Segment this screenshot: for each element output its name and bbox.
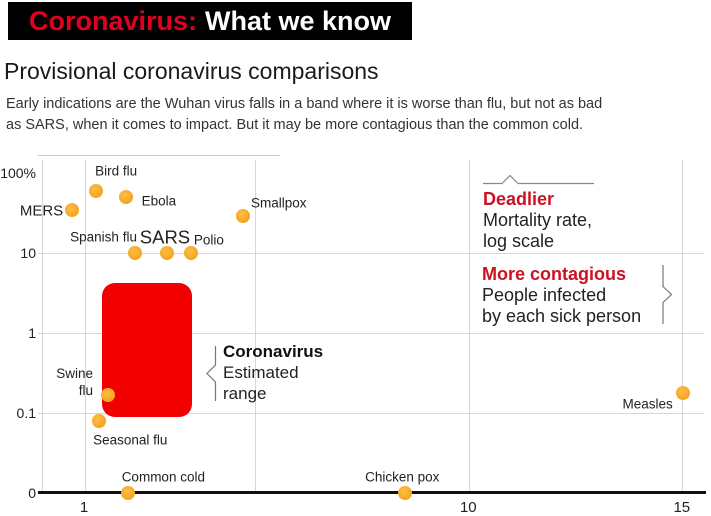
grid-line-horizontal (38, 252, 704, 254)
data-point-label: Swine flu (56, 365, 94, 398)
page-title: Provisional coronavirus comparisons (4, 58, 379, 84)
coronavirus-range-box (102, 283, 192, 417)
grid-line-vertical (468, 160, 470, 493)
data-point-dot (127, 246, 142, 260)
coronavirus-annotation: Coronavirus Estimated range (223, 341, 323, 404)
data-point-label: Spanish flu (70, 229, 137, 245)
description-line-1: Early indications are the Wuhan virus fa… (6, 96, 603, 112)
data-point-label: Ebola (141, 193, 177, 209)
y-tick-label: 0 (28, 485, 36, 501)
data-point-label: Smallpox (250, 195, 307, 211)
x-axis-line (38, 491, 706, 494)
header-brand: Coronavirus: (29, 5, 198, 36)
data-point-dot (159, 246, 174, 260)
data-point-dot (183, 246, 198, 260)
data-point-label: MERS (19, 202, 64, 220)
y-tick-label: 10 (20, 245, 36, 261)
data-point-dot (92, 413, 107, 428)
deadlier-line-2: log scale (483, 231, 555, 251)
page-description: Early indications are the Wuhan virus fa… (6, 94, 602, 136)
contagious-title: More contagious (482, 264, 627, 284)
deadlier-annotation: Deadlier Mortality rate, log scale (483, 189, 592, 252)
grid-line-vertical (41, 160, 43, 493)
coronavirus-line-2: range (223, 384, 267, 403)
data-point-dot (235, 209, 250, 223)
plot-top-border (38, 155, 280, 156)
data-point-dot (65, 203, 80, 218)
x-tick-label: 15 (673, 499, 691, 516)
data-point-label: Common cold (121, 469, 205, 485)
deadlier-bracket-icon (483, 175, 594, 185)
coronavirus-title: Coronavirus (223, 342, 324, 361)
header-bar: Coronavirus: What we know (8, 2, 413, 40)
contagious-line-2: by each sick person (482, 306, 642, 326)
grid-line-vertical (84, 160, 86, 493)
data-point-label: Bird flu (95, 163, 138, 179)
data-point-dot (675, 385, 690, 400)
contagious-annotation: More contagious People infected by each … (482, 264, 641, 327)
x-tick-label: 1 (79, 499, 89, 516)
data-point-label: SARS (139, 226, 191, 248)
coronavirus-brace-icon (206, 346, 217, 401)
grid-line-vertical (255, 160, 257, 493)
data-point-dot (101, 387, 116, 402)
data-point-label: Seasonal flu (93, 432, 168, 448)
grid-line-horizontal (38, 332, 704, 334)
grid-line-vertical (682, 160, 684, 493)
coronavirus-line-1: Estimated (223, 363, 299, 382)
data-point-dot (120, 486, 135, 500)
deadlier-line-1: Mortality rate, (483, 210, 593, 230)
header-title: What we know (205, 5, 392, 36)
x-tick-label: 10 (459, 499, 477, 516)
data-point-label: Chicken pox (365, 469, 440, 485)
contagious-line-1: People infected (482, 285, 607, 305)
y-tick-label: 1 (28, 325, 36, 341)
deadlier-title: Deadlier (483, 189, 555, 209)
grid-line-horizontal (38, 412, 704, 414)
data-point-dot (118, 190, 133, 205)
y-tick-label: 0.1 (16, 405, 36, 421)
data-point-dot (398, 486, 413, 500)
description-line-2: as SARS, when it comes to impact. But it… (6, 117, 584, 133)
data-point-dot (89, 183, 104, 198)
data-point-label: Measles (622, 396, 673, 412)
data-point-label: Polio (193, 232, 224, 248)
y-tick-label: 100% (0, 165, 36, 181)
contagious-brace-icon (662, 265, 673, 324)
